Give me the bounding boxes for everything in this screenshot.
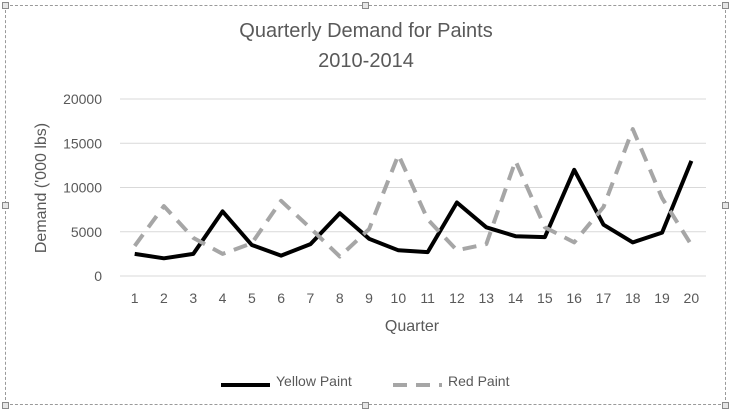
series-line-yellow-paint	[134, 160, 694, 261]
y-tick-label: 5000	[71, 224, 102, 240]
x-tick-label: 11	[420, 290, 435, 306]
x-tick-label: 10	[391, 290, 407, 306]
x-axis-title: Quarter	[384, 318, 440, 335]
x-tick-label: 1	[131, 290, 139, 306]
x-tick-label: 17	[596, 290, 612, 306]
legend-label: Yellow Paint	[276, 373, 352, 389]
x-tick-label: 14	[508, 290, 524, 306]
resize-handle-bottom-center[interactable]	[362, 402, 369, 409]
x-tick-label: 18	[625, 290, 641, 306]
resize-handle-bottom-left[interactable]	[2, 402, 9, 409]
legend-label: Red Paint	[448, 373, 510, 389]
resize-handle-top-center[interactable]	[362, 2, 369, 9]
resize-handle-top-right[interactable]	[722, 2, 729, 9]
x-tick-label: 7	[307, 290, 315, 306]
x-tick-label: 5	[248, 290, 256, 306]
x-tick-label: 20	[684, 290, 700, 306]
resize-handle-bottom-right[interactable]	[722, 402, 729, 409]
y-tick-label: 20000	[63, 91, 102, 107]
x-tick-label: 3	[189, 290, 197, 306]
y-tick-label: 15000	[63, 135, 102, 151]
x-tick-label: 9	[365, 290, 373, 306]
x-tick-label: 2	[160, 290, 168, 306]
x-tick-label: 16	[566, 290, 582, 306]
x-tick-label: 8	[336, 290, 344, 306]
chart-title: Quarterly Demand for Paints	[239, 20, 493, 42]
x-tick-label: 12	[449, 290, 465, 306]
y-tick-label: 10000	[63, 180, 102, 196]
chart-subtitle: 2010-2014	[318, 50, 414, 72]
resize-handle-top-left[interactable]	[2, 2, 9, 9]
resize-handle-middle-left[interactable]	[2, 202, 9, 209]
x-tick-label: 13	[478, 290, 494, 306]
x-tick-label: 15	[537, 290, 553, 306]
x-tick-label: 19	[654, 290, 670, 306]
y-tick-label: 0	[94, 268, 102, 284]
x-tick-label: 4	[219, 290, 227, 306]
resize-handle-middle-right[interactable]	[722, 202, 729, 209]
x-tick-label: 6	[277, 290, 285, 306]
series-line-red-paint	[133, 127, 694, 259]
